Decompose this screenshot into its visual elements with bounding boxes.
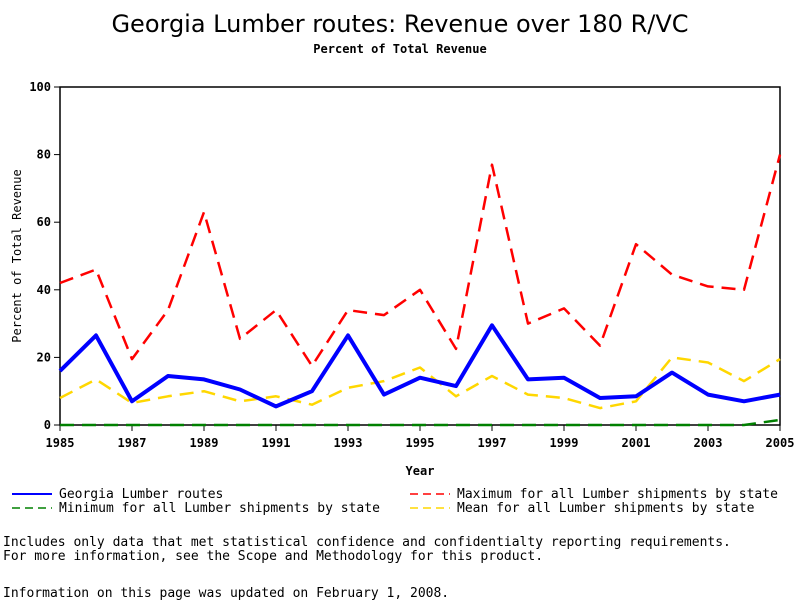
- series-line-3: [59, 356, 781, 410]
- chart-subtitle: Percent of Total Revenue: [313, 42, 486, 56]
- y-tick-label: 20: [37, 350, 51, 364]
- series-lines: [58, 154, 782, 427]
- y-tick-label: 100: [29, 80, 51, 94]
- x-tick-label: 1993: [334, 436, 363, 450]
- y-axis-label: Percent of Total Revenue: [10, 169, 24, 342]
- x-tick-label: 1999: [550, 436, 579, 450]
- x-axis-label: Year: [406, 464, 435, 478]
- y-tick-label: 80: [37, 148, 51, 162]
- x-tick-label: 2003: [694, 436, 723, 450]
- x-tick-label: 2001: [622, 436, 651, 450]
- legend-label: Maximum for all Lumber shipments by stat…: [457, 487, 778, 502]
- y-tick-label: 0: [44, 418, 51, 432]
- x-tick-label: 1987: [118, 436, 147, 450]
- chart-title: Georgia Lumber routes: Revenue over 180 …: [111, 10, 688, 38]
- legend-label: Georgia Lumber routes: [59, 487, 223, 502]
- legend: Georgia Lumber routes Maximum for all Lum…: [12, 487, 778, 516]
- series-line-2: [60, 418, 781, 427]
- y-axis: 0 20 40 60 80 100: [29, 80, 60, 432]
- y-tick-label: 60: [37, 215, 51, 229]
- legend-label: Minimum for all Lumber shipments by stat…: [59, 501, 380, 516]
- footnote-line-2: For more information, see the Scope and …: [3, 549, 543, 564]
- y-tick-label: 40: [37, 283, 51, 297]
- x-tick-label: 1997: [478, 436, 507, 450]
- x-tick-label: 1985: [46, 436, 75, 450]
- footnote-line-1: Includes only data that met statistical …: [3, 535, 731, 550]
- legend-label: Mean for all Lumber shipments by state: [457, 501, 755, 516]
- x-axis: 1985 1987 1989 1991 1993 1995 1997 1999 2001 2003…: [46, 425, 795, 450]
- series-line-0: [58, 323, 781, 409]
- x-tick-label: 1989: [190, 436, 219, 450]
- x-tick-label: 2005: [766, 436, 795, 450]
- updated-note: Information on this page was updated on …: [3, 586, 449, 600]
- x-tick-label: 1995: [406, 436, 435, 450]
- x-tick-label: 1991: [262, 436, 291, 450]
- series-line-1: [59, 154, 782, 368]
